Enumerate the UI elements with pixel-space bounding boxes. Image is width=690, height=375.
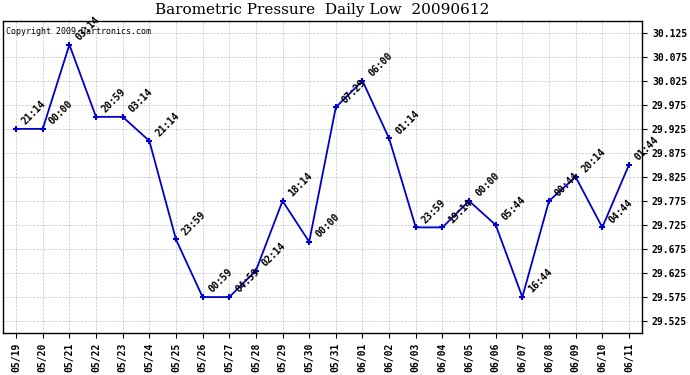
Text: 02:14: 02:14 <box>260 241 288 268</box>
Text: 05:44: 05:44 <box>500 195 528 223</box>
Text: 01:14: 01:14 <box>393 108 421 136</box>
Text: 20:14: 20:14 <box>580 147 608 175</box>
Text: 00:44: 00:44 <box>553 171 581 199</box>
Text: 00:00: 00:00 <box>313 212 341 240</box>
Text: 19:14: 19:14 <box>446 197 475 225</box>
Text: 21:14: 21:14 <box>20 99 48 127</box>
Text: 21:14: 21:14 <box>153 111 181 139</box>
Text: 23:59: 23:59 <box>180 209 208 237</box>
Text: 01:44: 01:44 <box>633 135 661 163</box>
Text: 23:59: 23:59 <box>420 197 448 225</box>
Text: 00:00: 00:00 <box>47 99 75 127</box>
Text: 00:00: 00:00 <box>473 171 501 199</box>
Title: Barometric Pressure  Daily Low  20090612: Barometric Pressure Daily Low 20090612 <box>155 3 490 17</box>
Text: 03:14: 03:14 <box>74 15 101 43</box>
Text: 03:14: 03:14 <box>127 87 155 115</box>
Text: 00:59: 00:59 <box>207 267 235 295</box>
Text: 07:29: 07:29 <box>340 77 368 105</box>
Text: Copyright 2009 Dartronics.com: Copyright 2009 Dartronics.com <box>6 27 151 36</box>
Text: 18:14: 18:14 <box>287 171 315 199</box>
Text: 20:59: 20:59 <box>100 87 128 115</box>
Text: 04:44: 04:44 <box>607 197 634 225</box>
Text: 16:44: 16:44 <box>526 267 554 295</box>
Text: 06:00: 06:00 <box>366 51 395 79</box>
Text: 04:59: 04:59 <box>233 267 262 295</box>
